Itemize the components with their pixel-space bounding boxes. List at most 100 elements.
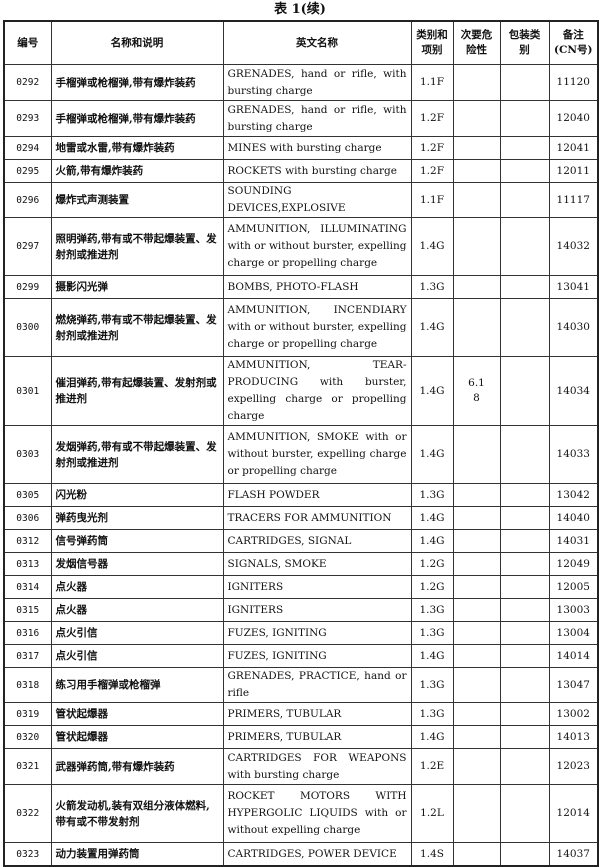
- cell-note: 14014: [548, 644, 599, 668]
- cell-note: 13042: [548, 483, 599, 507]
- cell-class: 1.1F: [410, 182, 454, 218]
- cell-name: 摄影闪光弹: [50, 275, 224, 299]
- table-row: 0292 手榴弹或枪榴弹,带有爆炸装药 GRENADES, hand or rifl…: [3, 64, 599, 101]
- cell-subsidiary-risk: [452, 598, 501, 622]
- cell-english-name: CARTRIDGES, POWER DEVICE: [222, 842, 412, 867]
- cell-note: 12005: [548, 575, 599, 599]
- table-row: 0294 地雷或水雷,带有爆炸装药 MINES with bursting char…: [3, 136, 599, 160]
- cell-name: 地雷或水雷,带有爆炸装药: [50, 136, 224, 160]
- cell-subsidiary-risk: [452, 748, 501, 785]
- cell-english-name: FLASH POWDER: [222, 483, 412, 507]
- cell-subsidiary-risk: [452, 725, 501, 749]
- table-row: 0317 点火引信 FUZES, IGNITING 1.4G 14014: [3, 644, 599, 668]
- cell-name: 火箭,带有爆炸装药: [50, 159, 224, 183]
- table-row: 0322 火箭发动机,装有双组分液体燃料,带有或不带发射剂 ROCKET MOTOR…: [3, 784, 599, 843]
- cell-subsidiary-risk: 6.1 8: [452, 356, 501, 426]
- cell-packing-group: [499, 748, 550, 785]
- cell-number: 0306: [3, 506, 52, 530]
- cell-subsidiary-risk: [452, 159, 501, 183]
- cell-name: 管状起爆器: [50, 725, 224, 749]
- cell-number: 0312: [3, 529, 52, 553]
- cell-class: 1.2G: [410, 552, 454, 576]
- cell-class: 1.3G: [410, 275, 454, 299]
- cell-note: 12049: [548, 552, 599, 576]
- cell-class: 1.3G: [410, 598, 454, 622]
- header-note: 备注(CN号): [548, 20, 599, 65]
- table-row: 0293 手榴弹或枪榴弹,带有爆炸装药 GRENADES, hand or rifl…: [3, 100, 599, 137]
- cell-name: 爆炸式声测装置: [50, 182, 224, 218]
- cell-packing-group: [499, 182, 550, 218]
- cell-note: 13004: [548, 621, 599, 645]
- cell-class: 1.4S: [410, 842, 454, 867]
- cell-subsidiary-risk: [452, 784, 501, 843]
- cell-class: 1.2G: [410, 575, 454, 599]
- cell-english-name: IGNITERS: [222, 598, 412, 622]
- cell-name: 武器弹药筒,带有爆炸装药: [50, 748, 224, 785]
- cell-subsidiary-risk: [452, 298, 501, 357]
- cell-number: 0313: [3, 552, 52, 576]
- cell-name: 练习用手榴弹或枪榴弹: [50, 667, 224, 703]
- cell-number: 0300: [3, 298, 52, 357]
- table-row: 0301 催泪弹药,带有起爆装置、发射剂或推进剂 AMMUNITION, TEAR-…: [3, 356, 599, 426]
- cell-subsidiary-risk: [452, 483, 501, 507]
- cell-number: 0315: [3, 598, 52, 622]
- cell-subsidiary-risk: [452, 136, 501, 160]
- cell-packing-group: [499, 784, 550, 843]
- cell-packing-group: [499, 842, 550, 867]
- cell-packing-group: [499, 725, 550, 749]
- cell-note: 12011: [548, 159, 599, 183]
- cell-subsidiary-risk: [452, 667, 501, 703]
- cell-english-name: MINES with bursting charge: [222, 136, 412, 160]
- cell-number: 0321: [3, 748, 52, 785]
- cell-english-name: GRENADES, hand or rifle, with bursting c…: [222, 64, 412, 101]
- cell-class: 1.4G: [410, 644, 454, 668]
- cell-name: 发烟信号器: [50, 552, 224, 576]
- header-number: 编号: [3, 20, 52, 65]
- table-row: 0316 点火引信 FUZES, IGNITING 1.3G 13004: [3, 621, 599, 645]
- table-row: 0305 闪光粉 FLASH POWDER 1.3G 13042: [3, 483, 599, 507]
- table-row: 0313 发烟信号器 SIGNALS, SMOKE 1.2G 12049: [3, 552, 599, 576]
- cell-name: 点火引信: [50, 621, 224, 645]
- cell-class: 1.4G: [410, 217, 454, 276]
- cell-packing-group: [499, 598, 550, 622]
- cell-subsidiary-risk: [452, 64, 501, 101]
- cell-class: 1.2F: [410, 100, 454, 137]
- cell-number: 0294: [3, 136, 52, 160]
- cell-note: 14031: [548, 529, 599, 553]
- cell-name: 点火引信: [50, 644, 224, 668]
- cell-packing-group: [499, 100, 550, 137]
- header-packing-group: 包装类别: [499, 20, 550, 65]
- header-class: 类别和项别: [410, 20, 454, 65]
- cell-english-name: ROCKET MOTORS WITH HYPERGOLIC LIQUIDS wi…: [222, 784, 412, 843]
- cell-subsidiary-risk: [452, 621, 501, 645]
- cell-packing-group: [499, 64, 550, 101]
- dangerous-goods-table: 编号 名称和说明 英文名称 类别和项别 次要危险性 包装类别 备注(CN号) 0…: [3, 20, 599, 867]
- cell-note: 13047: [548, 667, 599, 703]
- cell-number: 0316: [3, 621, 52, 645]
- cell-english-name: ROCKETS with bursting charge: [222, 159, 412, 183]
- header-subsidiary-risk: 次要危险性: [452, 20, 501, 65]
- cell-packing-group: [499, 552, 550, 576]
- cell-name: 点火器: [50, 598, 224, 622]
- table-title: 表 1(续): [274, 2, 326, 17]
- cell-packing-group: [499, 644, 550, 668]
- cell-class: 1.4G: [410, 356, 454, 426]
- cell-english-name: PRIMERS, TUBULAR: [222, 725, 412, 749]
- cell-english-name: AMMUNITION, TEAR-PRODUCING with burster,…: [222, 356, 412, 426]
- cell-note: 13003: [548, 598, 599, 622]
- cell-packing-group: [499, 506, 550, 530]
- cell-packing-group: [499, 275, 550, 299]
- cell-name: 闪光粉: [50, 483, 224, 507]
- cell-note: 12040: [548, 100, 599, 137]
- cell-note: 14033: [548, 425, 599, 484]
- cell-packing-group: [499, 702, 550, 726]
- table-row: 0295 火箭,带有爆炸装药 ROCKETS with bursting charg…: [3, 159, 599, 183]
- cell-subsidiary-risk: [452, 100, 501, 137]
- cell-english-name: GRENADES, hand or rifle, with bursting c…: [222, 100, 412, 137]
- cell-english-name: PRIMERS, TUBULAR: [222, 702, 412, 726]
- cell-number: 0318: [3, 667, 52, 703]
- cell-class: 1.2F: [410, 136, 454, 160]
- table-row: 0321 武器弹药筒,带有爆炸装药 CARTRIDGES FOR WEAPONS w…: [3, 748, 599, 785]
- cell-class: 1.4G: [410, 529, 454, 553]
- table-row: 0296 爆炸式声测装置 SOUNDING DEVICES,EXPLOSIVE 1.1…: [3, 182, 599, 218]
